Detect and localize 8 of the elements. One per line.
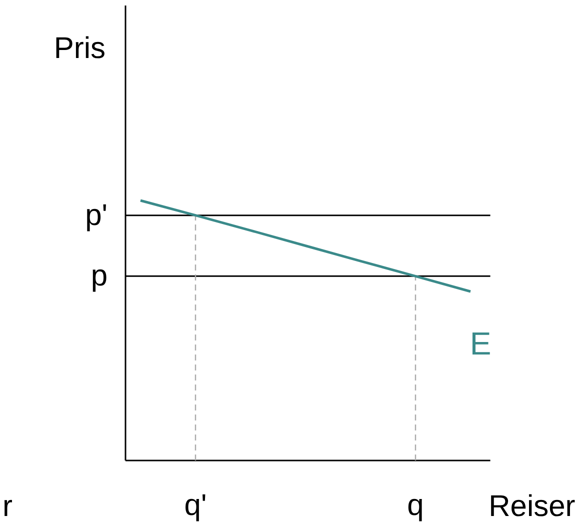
x-tick-label: q bbox=[407, 489, 424, 522]
series-label: E bbox=[470, 326, 492, 362]
text: r bbox=[2, 490, 12, 523]
x-axis-title: Reiser bbox=[488, 490, 576, 523]
ref-line-label: p bbox=[90, 260, 108, 293]
x-tick-label: q' bbox=[184, 489, 207, 522]
y-axis-title: Pris bbox=[54, 32, 106, 65]
ref-line-label: p' bbox=[85, 198, 108, 232]
